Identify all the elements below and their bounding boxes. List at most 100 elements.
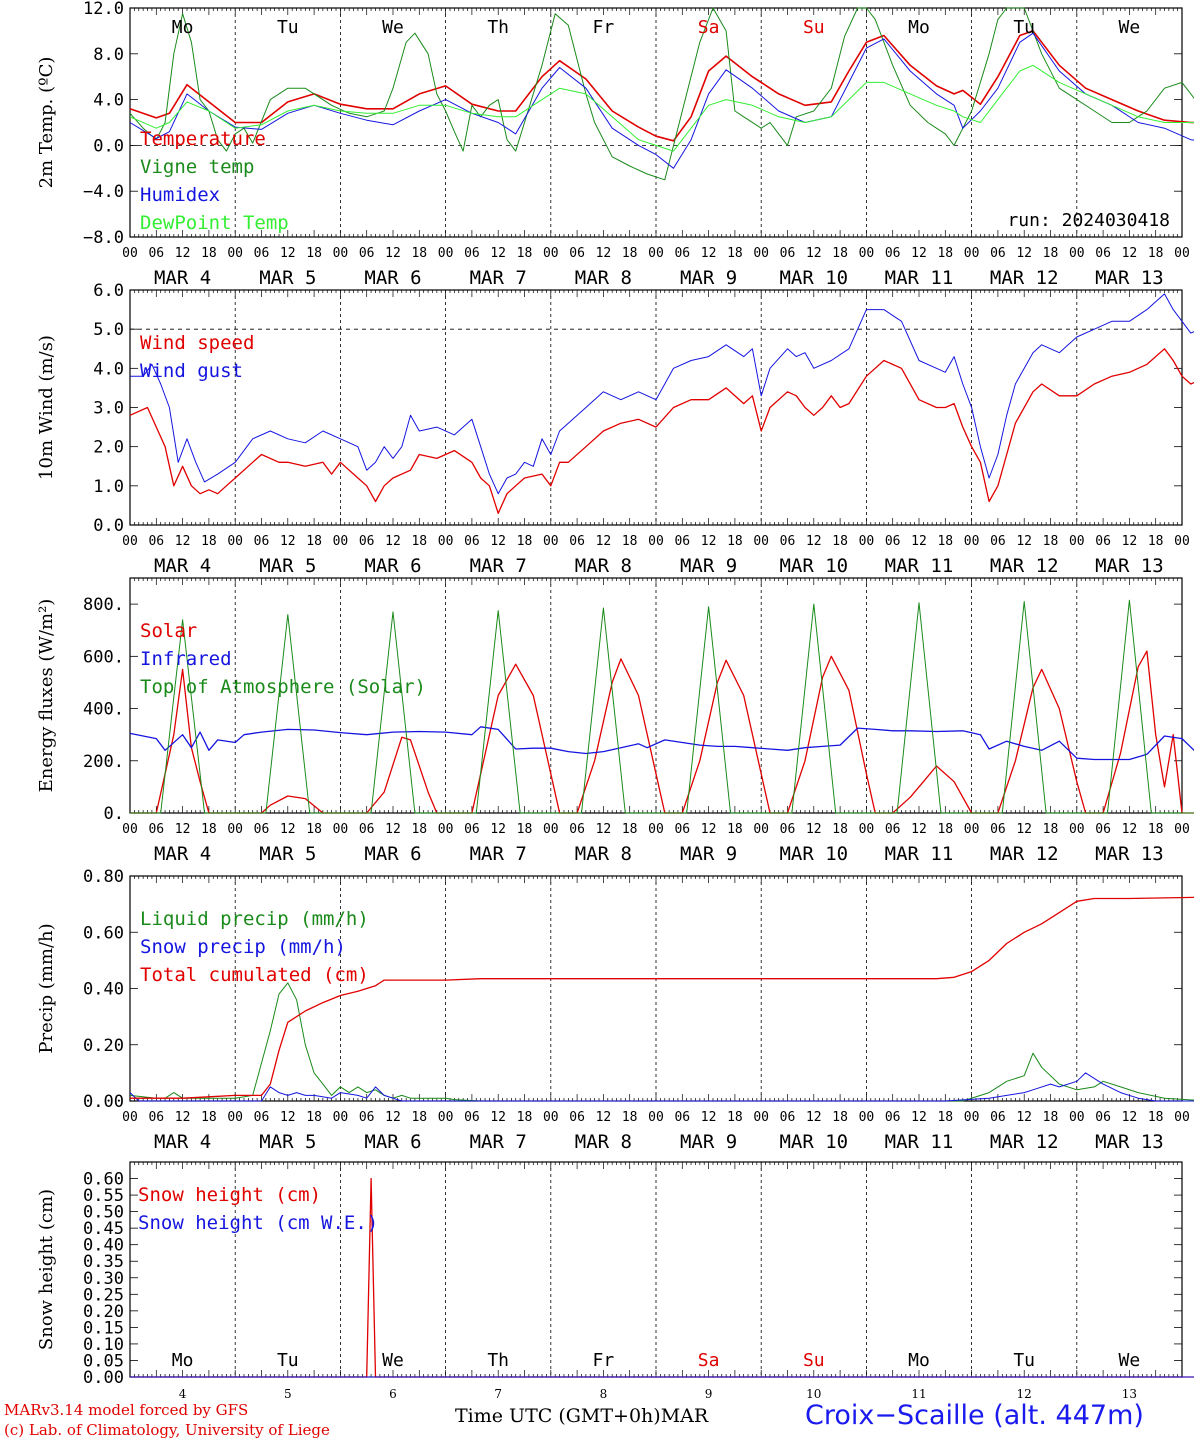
date-number-label: 10 [806, 1387, 821, 1401]
hour-tick-label: 12 [490, 1110, 506, 1125]
legend-entry: DewPoint Temp [140, 212, 289, 234]
series-line-snow-precip-mm-h- [129, 1072, 1194, 1102]
hour-tick-label: 06 [1095, 1110, 1111, 1125]
y-tick-label: 800. [83, 595, 124, 615]
date-label: MAR 4 [154, 1131, 211, 1153]
day-abbr: We [382, 17, 404, 38]
hour-tick-label: 12 [911, 1110, 927, 1125]
date-number-label: 8 [600, 1387, 608, 1401]
hour-tick-label: 06 [359, 534, 375, 549]
y-tick-label: 0.20 [83, 1302, 124, 1322]
y-tick-label: 200. [83, 752, 124, 772]
hour-tick-label: 18 [1043, 534, 1059, 549]
hour-tick-label: 06 [148, 1110, 164, 1125]
date-number-label: 13 [1122, 1387, 1137, 1401]
hour-tick-label: 12 [701, 1110, 717, 1125]
series-line-vigne-temp [129, 7, 1194, 181]
date-label: MAR 7 [470, 555, 527, 577]
hour-tick-label: 12 [280, 246, 296, 261]
hour-tick-label: 00 [753, 822, 769, 837]
chart-panel-energy: 0. 200. 400. 600. 800. Energy fluxes (W/m²) So… [36, 577, 1194, 865]
hour-tick-label: 06 [1095, 822, 1111, 837]
hour-tick-label: 00 [1174, 534, 1190, 549]
hour-tick-label: 12 [175, 1110, 191, 1125]
hour-tick-label: 12 [280, 822, 296, 837]
hour-tick-label: 06 [464, 1110, 480, 1125]
hour-tick-label: 18 [832, 1110, 848, 1125]
hour-tick-label: 12 [385, 1110, 401, 1125]
date-number-label: 7 [494, 1387, 502, 1401]
date-number-label: 5 [284, 1387, 292, 1401]
hour-tick-label: 18 [1043, 246, 1059, 261]
y-tick-label: 0.60 [83, 923, 124, 943]
credit-line-2: (c) Lab. of Climatology, University of L… [4, 1421, 330, 1439]
day-abbr: Sa [698, 1350, 720, 1371]
hour-tick-label: 18 [622, 534, 638, 549]
hour-tick-label: 18 [937, 1110, 953, 1125]
y-tick-label: 0.30 [83, 1269, 124, 1289]
y-tick-label: 0. [104, 804, 124, 824]
hour-tick-label: 00 [438, 822, 454, 837]
date-label: MAR 10 [779, 555, 848, 577]
hour-tick-label: 00 [964, 1110, 980, 1125]
date-label: MAR 12 [990, 555, 1059, 577]
y-tick-label: 2.0 [93, 438, 124, 458]
y-tick-label: 4.0 [93, 359, 124, 379]
date-label: MAR 4 [154, 843, 211, 865]
hour-tick-label: 12 [385, 534, 401, 549]
date-label: MAR 7 [470, 843, 527, 865]
hour-tick-label: 00 [648, 822, 664, 837]
hour-tick-label: 18 [1148, 822, 1164, 837]
date-label: MAR 6 [364, 555, 421, 577]
legend-entry: Vigne temp [140, 156, 254, 178]
hour-tick-label: 12 [1122, 1110, 1138, 1125]
y-tick-label: 0.05 [83, 1351, 124, 1371]
hour-tick-label: 06 [254, 246, 270, 261]
time-axis-text: Time UTC (GMT+0h) [455, 1405, 661, 1427]
day-abbr: Mo [172, 17, 194, 38]
hour-tick-label: 06 [148, 246, 164, 261]
y-tick-label: 0.50 [83, 1203, 124, 1223]
y-tick-label: 12.0 [83, 0, 124, 19]
series-line-snow-height-cm- [130, 1177, 1194, 1378]
day-abbr: Th [487, 17, 509, 38]
date-number-label: 9 [705, 1387, 713, 1401]
hour-tick-label: 12 [701, 534, 717, 549]
hour-tick-label: 18 [937, 246, 953, 261]
hour-tick-label: 18 [1043, 1110, 1059, 1125]
chart-panel-wind: 0.0 1.0 2.0 3.0 4.0 5.0 6.0 10m Wind (m/s) Wind … [36, 281, 1194, 577]
hour-tick-label: 12 [596, 1110, 612, 1125]
day-abbr: Mo [908, 17, 930, 38]
hour-tick-label: 18 [201, 246, 217, 261]
date-label: MAR 5 [259, 1131, 316, 1153]
date-label: MAR 8 [575, 555, 632, 577]
hour-tick-label: 12 [1016, 822, 1032, 837]
hour-tick-label: 18 [201, 1110, 217, 1125]
date-label: MAR 7 [470, 267, 527, 289]
day-abbr: Th [487, 1350, 509, 1371]
hour-tick-label: 00 [227, 246, 243, 261]
date-label: MAR 6 [364, 267, 421, 289]
hour-tick-label: 06 [674, 1110, 690, 1125]
hour-tick-label: 12 [1016, 246, 1032, 261]
hour-tick-label: 06 [464, 246, 480, 261]
hour-tick-label: 12 [806, 534, 822, 549]
hour-tick-label: 06 [148, 534, 164, 549]
date-label: MAR 7 [470, 1131, 527, 1153]
hour-tick-label: 12 [806, 1110, 822, 1125]
date-label: MAR 8 [575, 1131, 632, 1153]
hour-tick-label: 00 [1069, 822, 1085, 837]
y-tick-label: 0.0 [93, 136, 124, 156]
hour-tick-label: 18 [727, 1110, 743, 1125]
hour-tick-label: 06 [885, 1110, 901, 1125]
y-tick-label: 8.0 [93, 45, 124, 65]
y-tick-label: 1.0 [93, 477, 124, 497]
hour-tick-label: 06 [674, 534, 690, 549]
date-label: MAR 11 [885, 267, 954, 289]
hour-tick-label: 12 [596, 822, 612, 837]
date-label: MAR 12 [990, 843, 1059, 865]
hour-tick-label: 00 [122, 1110, 138, 1125]
y-tick-label: 0.60 [83, 1170, 124, 1190]
hour-tick-label: 18 [517, 246, 533, 261]
